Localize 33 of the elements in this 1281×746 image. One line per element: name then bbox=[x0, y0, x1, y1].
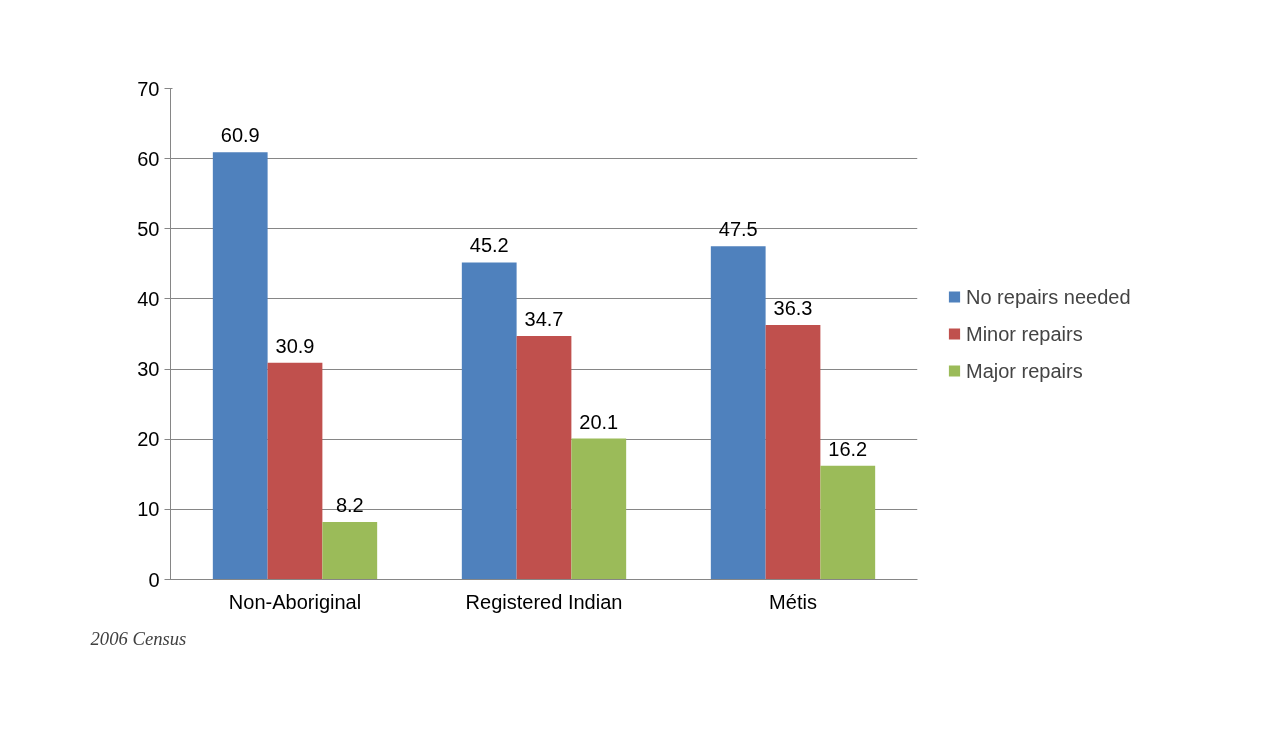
y-tick-label: 20 bbox=[137, 428, 160, 451]
legend-label: Major repairs bbox=[966, 359, 1083, 382]
data-label: 30.9 bbox=[275, 334, 315, 357]
data-label: 8.2 bbox=[335, 493, 364, 516]
data-label: 47.5 bbox=[718, 218, 758, 241]
y-tick-label: 40 bbox=[137, 287, 160, 310]
data-label: 45.2 bbox=[469, 234, 509, 257]
bar bbox=[516, 336, 572, 580]
data-label: 20.1 bbox=[579, 410, 619, 433]
bar bbox=[322, 521, 378, 580]
text: 2006 Census bbox=[90, 627, 187, 649]
y-tick-label: 60 bbox=[137, 147, 160, 170]
data-label: 36.3 bbox=[773, 296, 813, 319]
bar bbox=[765, 324, 821, 580]
y-tick-label: 30 bbox=[137, 358, 160, 381]
bar bbox=[571, 438, 627, 580]
x-tick-label: Registered Indian bbox=[465, 590, 623, 613]
y-tick-label: 70 bbox=[137, 77, 160, 100]
data-label: 34.7 bbox=[524, 308, 564, 331]
bar bbox=[820, 465, 876, 580]
x-tick-label: Métis bbox=[769, 590, 817, 613]
bar bbox=[710, 246, 766, 580]
bar bbox=[461, 262, 517, 580]
legend-label: Minor repairs bbox=[966, 322, 1083, 345]
bar bbox=[267, 362, 323, 580]
x-tick-label: Non-Aboriginal bbox=[228, 590, 362, 613]
legend-label: No repairs needed bbox=[966, 285, 1131, 308]
bar bbox=[212, 152, 268, 580]
y-tick-label: 0 bbox=[148, 568, 160, 591]
y-tick-label: 50 bbox=[137, 217, 160, 240]
data-label: 16.2 bbox=[828, 437, 868, 460]
data-label: 60.9 bbox=[220, 124, 260, 147]
y-tick-label: 10 bbox=[137, 498, 160, 521]
